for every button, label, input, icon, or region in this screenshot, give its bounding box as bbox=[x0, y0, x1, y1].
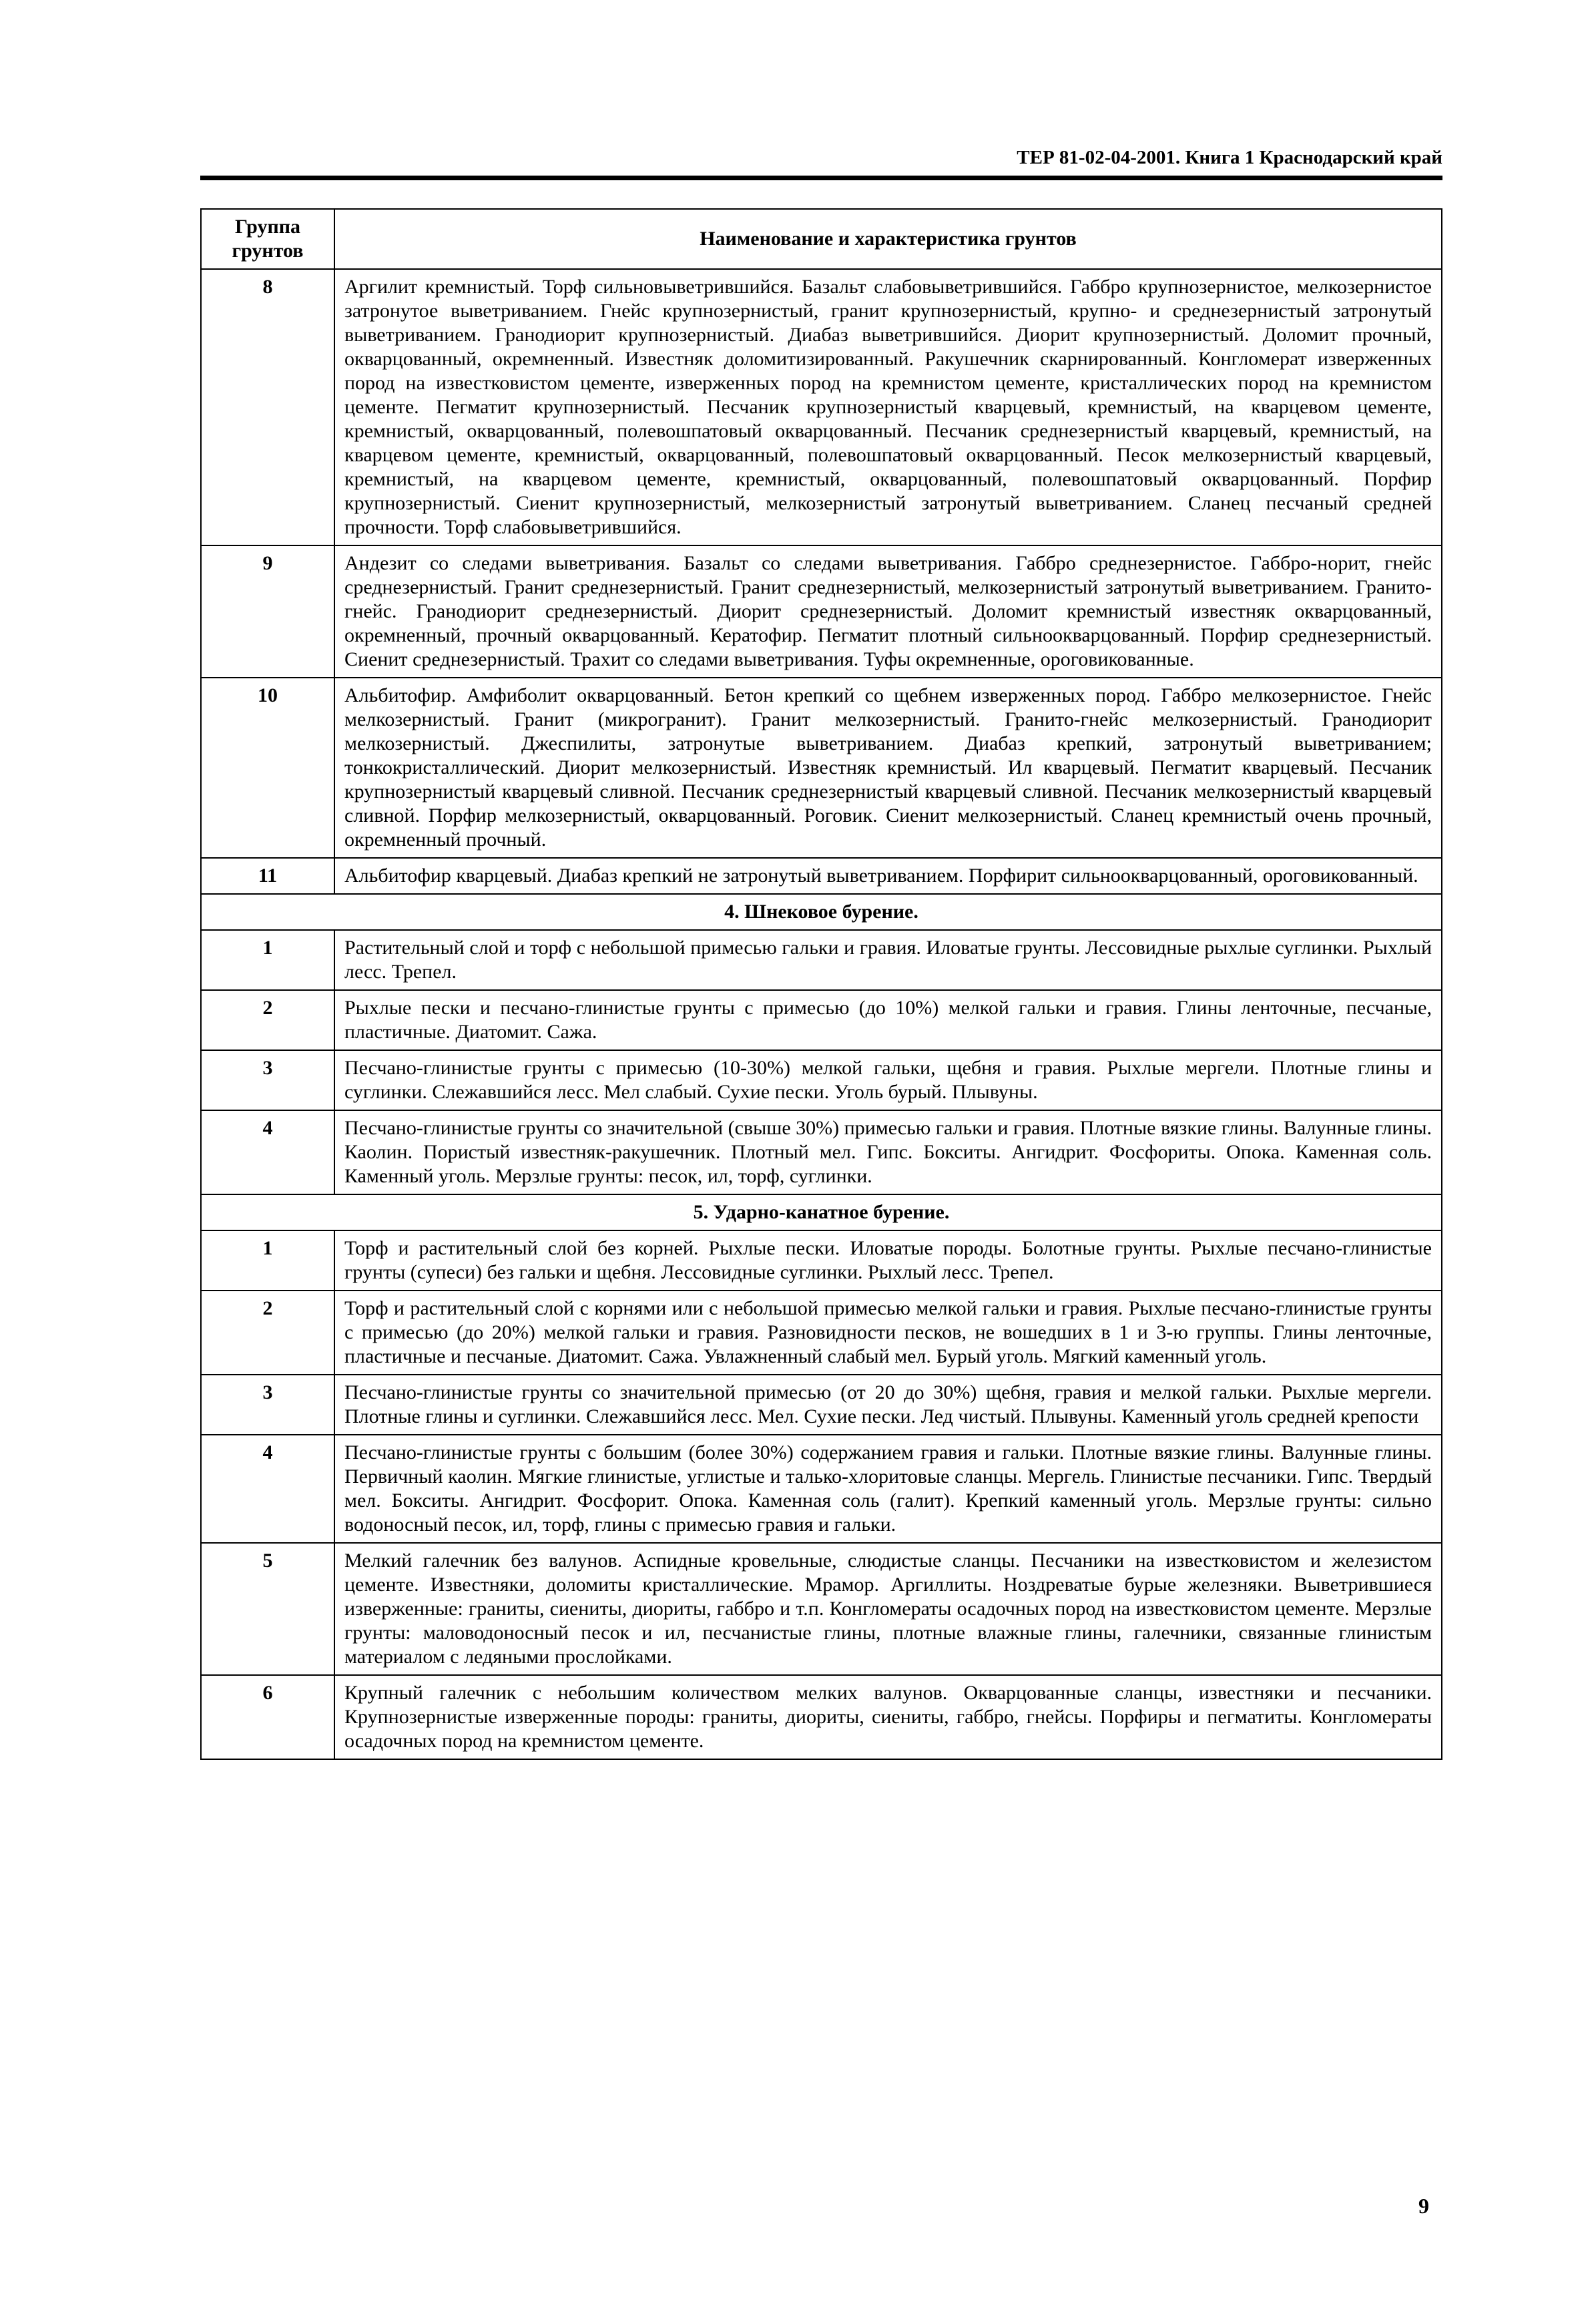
group-description: Торф и растительный слой без корней. Рых… bbox=[334, 1230, 1442, 1291]
column-header-desc: Наименование и характеристика грунтов bbox=[334, 209, 1442, 269]
group-number: 1 bbox=[201, 930, 334, 990]
group-description: Торф и растительный слой с корнями или с… bbox=[334, 1291, 1442, 1375]
group-number: 4 bbox=[201, 1110, 334, 1194]
group-description: Альбитофир. Амфиболит окварцованный. Бет… bbox=[334, 678, 1442, 858]
column-header-group: Группа грунтов bbox=[201, 209, 334, 269]
group-description: Песчано-глинистые грунты со значительной… bbox=[334, 1110, 1442, 1194]
group-number: 3 bbox=[201, 1050, 334, 1110]
group-description: Песчано-глинистые грунты со значительной… bbox=[334, 1375, 1442, 1435]
table-row: 2Торф и растительный слой с корнями или … bbox=[201, 1291, 1442, 1375]
group-number: 3 bbox=[201, 1375, 334, 1435]
table-row: 6Крупный галечник с небольшим количество… bbox=[201, 1675, 1442, 1759]
table-row: 4Песчано-глинистые грунты с большим (бол… bbox=[201, 1435, 1442, 1543]
section-title: 5. Ударно-канатное бурение. bbox=[201, 1194, 1442, 1230]
group-number: 11 bbox=[201, 858, 334, 894]
table-row: 2Рыхлые пески и песчано-глинистые грунты… bbox=[201, 990, 1442, 1050]
table-row: 3Песчано-глинистые грунты с примесью (10… bbox=[201, 1050, 1442, 1110]
table-row: 11Альбитофир кварцевый. Диабаз крепкий н… bbox=[201, 858, 1442, 894]
group-description: Крупный галечник с небольшим количеством… bbox=[334, 1675, 1442, 1759]
group-number: 4 bbox=[201, 1435, 334, 1543]
soil-groups-table: Группа грунтов Наименование и характерис… bbox=[200, 208, 1442, 1760]
document-header: ТЕР 81-02-04-2001. Книга 1 Краснодарский… bbox=[200, 147, 1442, 180]
group-description: Мелкий галечник без валунов. Аспидные кр… bbox=[334, 1543, 1442, 1675]
page-number: 9 bbox=[1418, 2194, 1429, 2219]
table-row: 4Песчано-глинистые грунты со значительно… bbox=[201, 1110, 1442, 1194]
group-number: 2 bbox=[201, 1291, 334, 1375]
table-row: 3Песчано-глинистые грунты со значительно… bbox=[201, 1375, 1442, 1435]
table-row: 5Мелкий галечник без валунов. Аспидные к… bbox=[201, 1543, 1442, 1675]
group-description: Песчано-глинистые грунты с примесью (10-… bbox=[334, 1050, 1442, 1110]
table-row: 4. Шнековое бурение. bbox=[201, 894, 1442, 930]
table-row: 10Альбитофир. Амфиболит окварцованный. Б… bbox=[201, 678, 1442, 858]
group-description: Рыхлые пески и песчано-глинистые грунты … bbox=[334, 990, 1442, 1050]
group-description: Растительный слой и торф с небольшой при… bbox=[334, 930, 1442, 990]
table-row: 1Растительный слой и торф с небольшой пр… bbox=[201, 930, 1442, 990]
group-description: Песчано-глинистые грунты с большим (боле… bbox=[334, 1435, 1442, 1543]
group-number: 10 bbox=[201, 678, 334, 858]
table-row: 5. Ударно-канатное бурение. bbox=[201, 1194, 1442, 1230]
section-title: 4. Шнековое бурение. bbox=[201, 894, 1442, 930]
group-description: Андезит со следами выветривания. Базальт… bbox=[334, 545, 1442, 678]
group-number: 2 bbox=[201, 990, 334, 1050]
group-number: 8 bbox=[201, 269, 334, 545]
group-number: 9 bbox=[201, 545, 334, 678]
group-number: 5 bbox=[201, 1543, 334, 1675]
group-number: 1 bbox=[201, 1230, 334, 1291]
table-row: 9Андезит со следами выветривания. Базаль… bbox=[201, 545, 1442, 678]
group-description: Альбитофир кварцевый. Диабаз крепкий не … bbox=[334, 858, 1442, 894]
table-row: 8Аргилит кремнистый. Торф сильновыветрив… bbox=[201, 269, 1442, 545]
group-description: Аргилит кремнистый. Торф сильновыветривш… bbox=[334, 269, 1442, 545]
group-number: 6 bbox=[201, 1675, 334, 1759]
table-row: 1Торф и растительный слой без корней. Ры… bbox=[201, 1230, 1442, 1291]
